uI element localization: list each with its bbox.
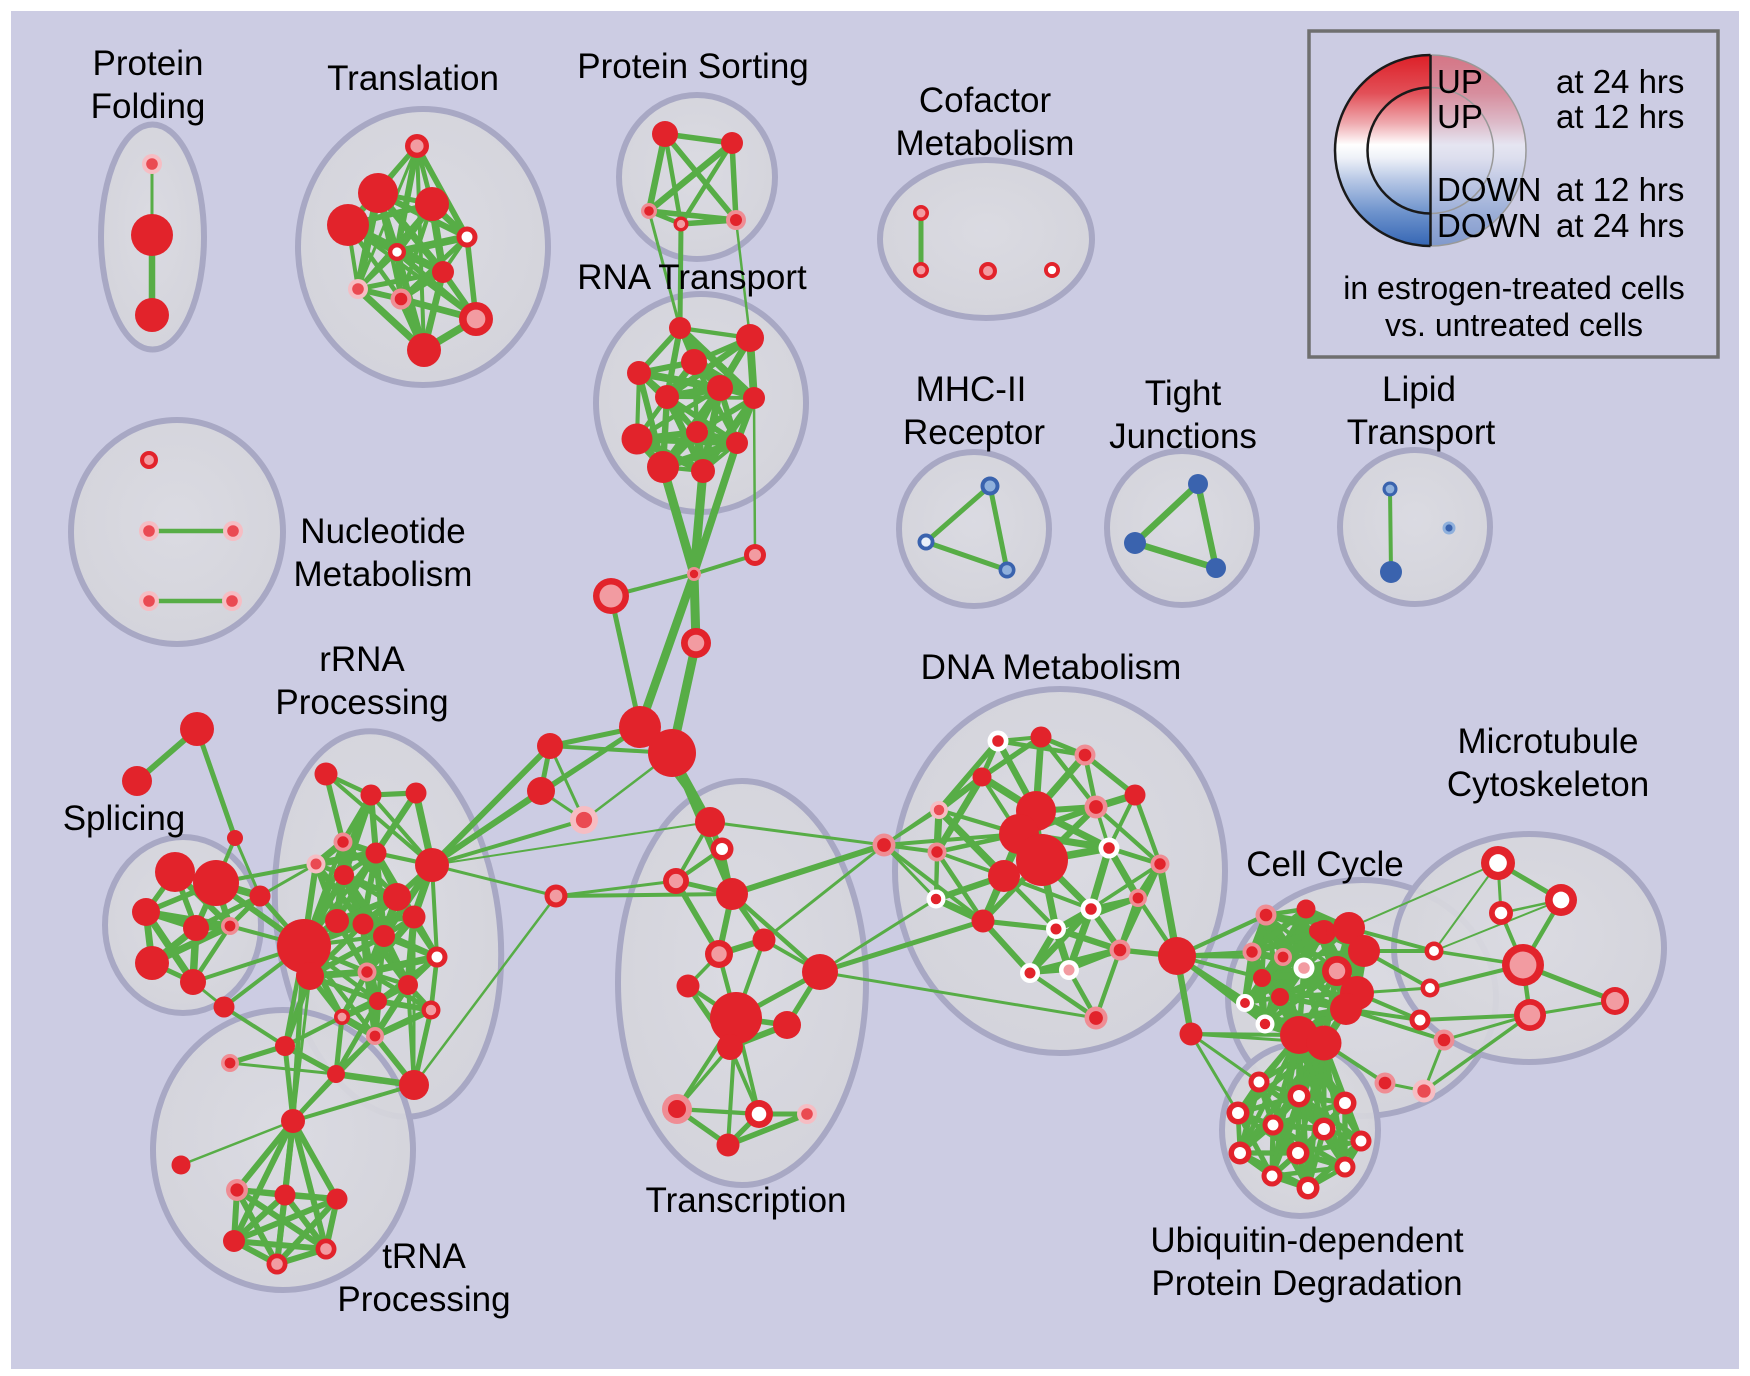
svg-text:Processing: Processing [337,1280,510,1319]
svg-text:UP: UP [1437,98,1483,135]
svg-text:Transcription: Transcription [646,1181,847,1220]
svg-text:DNA Metabolism: DNA Metabolism [921,648,1182,687]
svg-text:Translation: Translation [327,59,499,98]
svg-text:at 12 hrs: at 12 hrs [1556,171,1684,208]
svg-text:Protein Sorting: Protein Sorting [577,47,809,86]
svg-text:DOWN: DOWN [1437,207,1541,244]
svg-text:Tight: Tight [1145,374,1222,413]
svg-text:Receptor: Receptor [903,413,1045,452]
svg-text:Microtubule: Microtubule [1458,722,1639,761]
svg-text:Cell Cycle: Cell Cycle [1246,845,1404,884]
svg-text:in estrogen-treated cells: in estrogen-treated cells [1343,270,1685,306]
svg-text:Folding: Folding [91,87,206,126]
svg-text:Protein Degradation: Protein Degradation [1151,1264,1462,1303]
svg-text:DOWN: DOWN [1437,171,1541,208]
svg-text:rRNA: rRNA [319,640,405,679]
svg-text:at 12 hrs: at 12 hrs [1556,98,1684,135]
svg-text:vs. untreated cells: vs. untreated cells [1385,307,1643,343]
svg-text:MHC-II: MHC-II [916,370,1027,409]
svg-text:Junctions: Junctions [1109,417,1257,456]
svg-text:tRNA: tRNA [382,1237,466,1276]
svg-text:Splicing: Splicing [63,799,186,838]
svg-text:Metabolism: Metabolism [294,555,473,594]
svg-text:Processing: Processing [275,683,448,722]
svg-text:Cofactor: Cofactor [919,81,1052,120]
svg-text:Nucleotide: Nucleotide [300,512,465,551]
svg-text:at 24 hrs: at 24 hrs [1556,207,1684,244]
svg-text:Metabolism: Metabolism [896,124,1075,163]
svg-text:at 24 hrs: at 24 hrs [1556,63,1684,100]
svg-text:Ubiquitin-dependent: Ubiquitin-dependent [1150,1221,1464,1260]
svg-text:Cytoskeleton: Cytoskeleton [1447,765,1649,804]
svg-text:Transport: Transport [1347,413,1496,452]
svg-text:Protein: Protein [93,44,204,83]
svg-text:RNA Transport: RNA Transport [577,258,807,297]
svg-text:UP: UP [1437,63,1483,100]
svg-text:Lipid: Lipid [1382,370,1456,409]
